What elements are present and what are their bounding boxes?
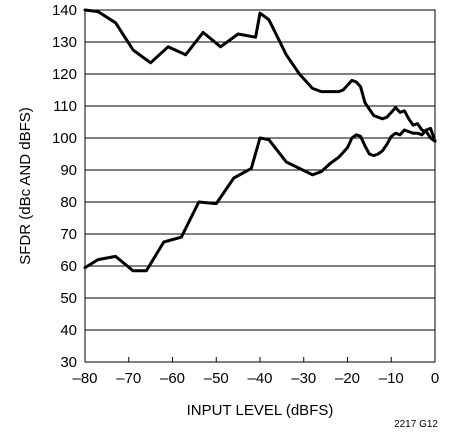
- y-tick-label: 30: [60, 354, 77, 371]
- series-lines: [83, 8, 437, 273]
- y-tick-label: 50: [60, 290, 77, 307]
- x-tick-label: –20: [335, 370, 360, 387]
- series-line-upper: [83, 8, 437, 143]
- y-axis-ticks: 30 40 50 60 70 80 90 100 110 120 130 140: [52, 2, 77, 371]
- x-tick-label: –10: [379, 370, 404, 387]
- y-tick-label: 120: [52, 66, 77, 83]
- x-tick-label: –40: [247, 370, 272, 387]
- y-axis-title: SFDR (dBc AND dBFS): [17, 107, 34, 265]
- series-line-lower: [83, 126, 437, 273]
- y-tick-label: 110: [53, 98, 77, 115]
- grid-lines: [85, 9, 435, 363]
- x-axis-title: INPUT LEVEL (dBFS): [187, 402, 334, 419]
- x-tick-label: –60: [160, 370, 185, 387]
- x-tick-label: –30: [291, 370, 316, 387]
- y-tick-label: 40: [60, 322, 77, 339]
- y-tick-label: 100: [52, 130, 77, 147]
- x-tick-label: –70: [116, 370, 141, 387]
- x-axis-ticks: –80 –70 –60 –50 –40 –30 –20 –10 0: [72, 357, 439, 387]
- y-tick-label: 90: [60, 162, 77, 179]
- y-tick-label: 140: [52, 2, 77, 19]
- plot-frame: [84, 9, 436, 363]
- y-tick-label: 80: [60, 194, 77, 211]
- figure-id-label: 2217 G12: [394, 419, 438, 430]
- y-tick-label: 60: [60, 258, 77, 275]
- x-tick-label: –80: [72, 370, 97, 387]
- x-tick-label: 0: [431, 370, 439, 387]
- x-tick-label: –50: [204, 370, 229, 387]
- y-tick-label: 130: [52, 34, 77, 51]
- y-tick-label: 70: [60, 226, 77, 243]
